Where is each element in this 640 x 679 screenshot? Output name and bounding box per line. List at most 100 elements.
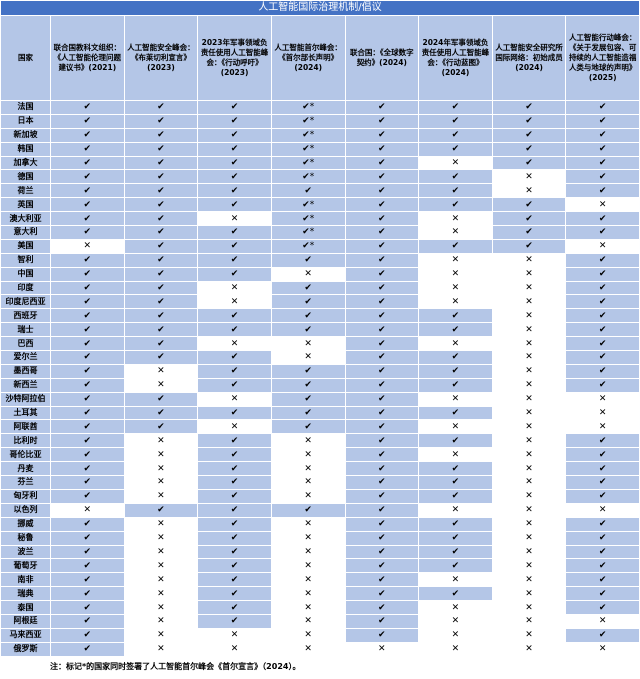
signed-cell: ✔ [565, 336, 640, 352]
signed-cell: ✔ [50, 544, 125, 560]
signed-cell: ✔ [50, 377, 125, 393]
signed-cell: ✔ [344, 363, 420, 379]
signed-cell: ✔ [491, 127, 567, 143]
unsigned-cell: ✕ [491, 530, 567, 546]
unsigned-cell: ✕ [197, 627, 272, 643]
country-cell: 英国 [0, 197, 51, 213]
unsigned-cell: ✕ [565, 502, 640, 518]
table-row: 爱尔兰 ✔ ✔ ✔ ✕ ✔ ✔ ✕ ✔ [0, 350, 640, 365]
signed-cell: ✔ [50, 252, 125, 268]
signed-cell: ✔ [565, 113, 640, 129]
table-row: 马来西亚 ✔ ✕ ✕ ✕ ✔ ✕ ✕ ✔ [0, 627, 640, 643]
table-row: 南非 ✔ ✕ ✔ ✕ ✔ ✕ ✕ ✔ [0, 572, 640, 588]
unsigned-cell: ✕ [491, 447, 567, 463]
signed-cell: ✔ [565, 377, 640, 393]
column-header: 联合国：《全球数字契约》(2024) [344, 15, 420, 101]
signed-cell: ✔ [270, 391, 346, 407]
unsigned-cell: ✕ [491, 336, 567, 352]
table-row: 新西兰 ✔ ✕ ✔ ✔ ✔ ✔ ✕ ✔ [0, 377, 640, 393]
column-header: 人工智能行动峰会：《关于发展包容、可持续的人工智能造福人类与地球的声明》(202… [565, 15, 640, 101]
unsigned-cell: ✕ [123, 363, 199, 379]
country-cell: 爱尔兰 [0, 350, 51, 365]
unsigned-cell: ✕ [418, 294, 493, 310]
table-row: 巴西 ✔ ✔ ✕ ✕ ✔ ✕ ✕ ✔ [0, 336, 640, 352]
table-row: 葡萄牙 ✔ ✕ ✔ ✕ ✔ ✔ ✕ ✔ [0, 558, 640, 574]
unsigned-cell: ✕ [270, 558, 346, 574]
table-row: 波兰 ✔ ✕ ✔ ✕ ✔ ✔ ✕ ✔ [0, 544, 640, 560]
unsigned-cell: ✕ [491, 586, 567, 602]
signed-cell: ✔ [50, 572, 125, 588]
signed-cell: ✔ [123, 322, 199, 338]
signed-cell: ✔ [344, 280, 420, 296]
signed-cell: ✔ [565, 447, 640, 463]
signed-cell: ✔ [565, 586, 640, 602]
signed-cell: ✔ [418, 127, 493, 143]
signed-cell: ✔ [197, 183, 272, 199]
signed-cell: ✔ [344, 613, 420, 629]
signed-cell: ✔ [197, 586, 272, 602]
unsigned-cell: ✕ [491, 405, 567, 421]
unsigned-cell: ✕ [197, 280, 272, 296]
unsigned-cell: ✕ [491, 294, 567, 310]
unsigned-cell: ✕ [270, 600, 346, 615]
signed-cell: ✔ [197, 363, 272, 379]
country-cell: 墨西哥 [0, 363, 51, 379]
signed-cell: ✔ [50, 600, 125, 615]
unsigned-cell: ✕ [491, 377, 567, 393]
signed-cell: ✔ [197, 127, 272, 143]
unsigned-cell: ✕ [197, 391, 272, 407]
signed-cell: ✔ [418, 530, 493, 546]
unsigned-cell: ✕ [270, 516, 346, 532]
signed-cell: ✔ [344, 127, 420, 143]
country-cell: 澳大利亚 [0, 211, 51, 227]
signed-cell: ✔ [344, 530, 420, 546]
signed-cell: ✔ [50, 266, 125, 282]
signed-cell: ✔ [123, 502, 199, 518]
table-row: 瑞典 ✔ ✕ ✔ ✕ ✔ ✔ ✕ ✔ [0, 586, 640, 602]
signed-cell: ✔ [50, 308, 125, 324]
unsigned-cell: ✕ [491, 266, 567, 282]
signed-cell: ✔ [344, 252, 420, 268]
table-row: 阿联酋 ✔ ✔ ✕ ✔ ✔ ✕ ✕ ✕ [0, 419, 640, 435]
signed-cell: ✔ [123, 336, 199, 352]
signed-cell: ✔ [50, 100, 125, 115]
country-cell: 芬兰 [0, 475, 51, 490]
title-row: 人工智能国际治理机制/倡议 [0, 0, 640, 16]
signed-cell: ✔ [418, 433, 493, 449]
unsigned-cell: ✕ [270, 447, 346, 463]
signed-cell: ✔ [344, 475, 420, 490]
country-cell: 瑞典 [0, 586, 51, 602]
signed-cell: ✔ [418, 197, 493, 213]
signed-cell: ✔ [344, 141, 420, 157]
signed-cell: ✔ [270, 280, 346, 296]
country-cell: 葡萄牙 [0, 558, 51, 574]
table-row: 秘鲁 ✔ ✕ ✔ ✕ ✔ ✔ ✕ ✔ [0, 530, 640, 546]
unsigned-cell: ✕ [270, 433, 346, 449]
signed-cell: ✔ [197, 155, 272, 171]
table-body: 法国 ✔ ✔ ✔ ✔* ✔ ✔ ✔ ✔ 日本 ✔ ✔ ✔ ✔* ✔ ✔ ✔ ✔ 新加坡 ✔ ✔ ✔ ✔* ✔ ✔ ✔ ✔ 韩国 ✔ ✔ ✔ ✔… [0, 100, 640, 657]
signed-cell: ✔ [565, 627, 640, 643]
signed-cell: ✔ [491, 100, 567, 115]
unsigned-cell: ✕ [270, 627, 346, 643]
signed-cell: ✔ [123, 238, 199, 254]
signed-cell: ✔ [418, 322, 493, 338]
table-row: 西班牙 ✔ ✔ ✔ ✔ ✔ ✔ ✕ ✔ [0, 308, 640, 324]
country-cell: 波兰 [0, 544, 51, 560]
signed-cell: ✔ [50, 336, 125, 352]
unsigned-cell: ✕ [565, 197, 640, 213]
signed-cell: ✔ [123, 350, 199, 365]
table-row: 加拿大 ✔ ✔ ✔ ✔* ✔ ✕ ✔ ✔ [0, 155, 640, 171]
unsigned-cell: ✕ [418, 266, 493, 282]
signed-cell: ✔ [344, 266, 420, 282]
signed-cell: ✔ [50, 391, 125, 407]
signed-cell: ✔ [50, 322, 125, 338]
unsigned-cell: ✕ [565, 641, 640, 657]
unsigned-cell: ✕ [418, 252, 493, 268]
unsigned-cell: ✕ [270, 475, 346, 490]
country-header: 国家 [0, 15, 51, 101]
signed-cell: ✔ [123, 197, 199, 213]
table-row: 泰国 ✔ ✕ ✔ ✕ ✔ ✕ ✕ ✔ [0, 600, 640, 615]
signed-cell: ✔ [50, 169, 125, 185]
table-row: 美国 ✕ ✔ ✔ ✔* ✔ ✔ ✔ ✕ [0, 238, 640, 254]
unsigned-cell: ✕ [197, 419, 272, 435]
